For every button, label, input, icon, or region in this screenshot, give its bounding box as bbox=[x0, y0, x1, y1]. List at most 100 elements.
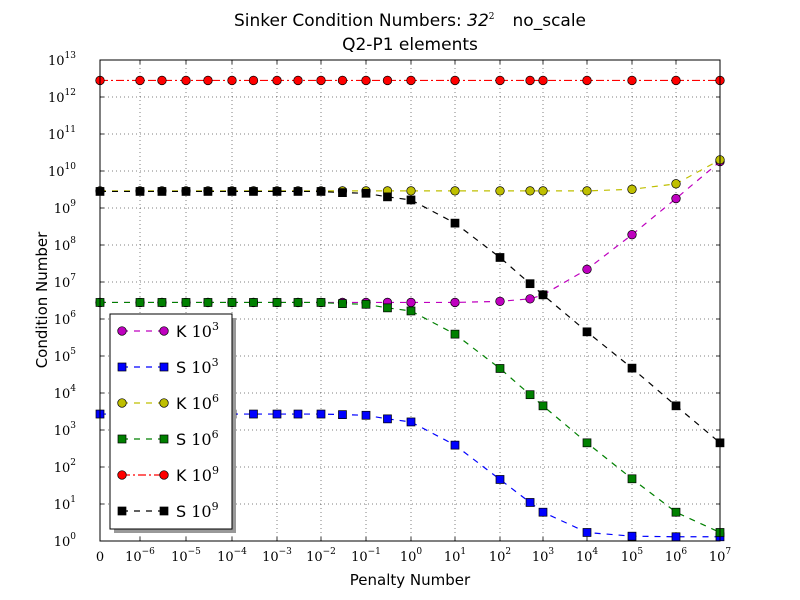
data-point bbox=[316, 187, 326, 196]
data-point bbox=[627, 363, 637, 373]
data-point bbox=[361, 188, 371, 198]
data-point bbox=[538, 290, 548, 300]
data-point bbox=[525, 186, 535, 196]
data-point bbox=[450, 75, 460, 86]
data-point bbox=[293, 409, 303, 419]
data-point bbox=[406, 297, 416, 308]
data-point bbox=[671, 193, 681, 204]
data-point bbox=[495, 364, 505, 373]
data-point bbox=[525, 75, 535, 86]
data-point bbox=[249, 187, 258, 196]
data-point bbox=[450, 440, 460, 450]
data-point bbox=[671, 507, 681, 517]
data-point bbox=[248, 75, 259, 86]
data-point bbox=[272, 75, 282, 86]
chart-title: Sinker Condition Numbers: 322 no_scale bbox=[234, 11, 586, 31]
x-tick-label: 107 bbox=[709, 547, 732, 565]
data-point bbox=[627, 230, 637, 240]
x-tick-label: 103 bbox=[532, 547, 555, 565]
data-point bbox=[227, 75, 237, 86]
data-point bbox=[383, 303, 392, 313]
data-point bbox=[157, 298, 167, 307]
data-point bbox=[293, 187, 303, 196]
data-point bbox=[671, 75, 681, 86]
data-point bbox=[450, 329, 460, 339]
data-point bbox=[582, 327, 592, 337]
data-point bbox=[293, 298, 303, 307]
data-point bbox=[495, 253, 505, 262]
data-point bbox=[495, 475, 505, 484]
data-point bbox=[361, 299, 371, 309]
data-point bbox=[525, 498, 535, 507]
data-point bbox=[406, 195, 416, 205]
legend-marker bbox=[159, 326, 169, 336]
legend-marker bbox=[159, 362, 169, 372]
series-line-3 bbox=[100, 301, 721, 534]
x-tick-label: 10−6 bbox=[125, 547, 155, 565]
data-point bbox=[627, 184, 637, 194]
y-tick-label: 107 bbox=[54, 273, 77, 291]
y-tick-label: 1011 bbox=[48, 125, 76, 143]
chart-subtitle: Q2-P1 elements bbox=[342, 35, 478, 55]
data-point bbox=[495, 296, 505, 306]
data-point bbox=[361, 75, 371, 86]
y-tick-label: 1010 bbox=[48, 162, 76, 180]
data-point bbox=[181, 298, 191, 307]
data-point bbox=[361, 410, 371, 420]
data-point bbox=[525, 390, 535, 400]
x-tick-label: 106 bbox=[665, 547, 688, 565]
data-point bbox=[382, 75, 393, 86]
x-tick-label: 102 bbox=[489, 547, 511, 565]
data-point bbox=[495, 186, 505, 196]
data-point bbox=[525, 294, 535, 304]
data-point bbox=[316, 75, 326, 86]
legend-label: K 103 bbox=[176, 320, 219, 341]
legend-label: S 106 bbox=[176, 428, 219, 449]
series-line-5 bbox=[100, 190, 721, 444]
data-point bbox=[582, 75, 592, 86]
data-point bbox=[203, 187, 213, 196]
legend-marker bbox=[117, 470, 127, 480]
data-point bbox=[157, 75, 167, 86]
legend-label: K 109 bbox=[176, 464, 219, 485]
legend-marker bbox=[117, 506, 127, 516]
data-point bbox=[316, 409, 326, 419]
y-tick-label: 103 bbox=[54, 421, 77, 439]
x-tick-label: 10−2 bbox=[306, 547, 336, 565]
data-point bbox=[135, 75, 145, 86]
data-point bbox=[538, 75, 548, 86]
data-point bbox=[203, 75, 213, 86]
data-point bbox=[406, 417, 416, 427]
y-axis-label: Condition Number bbox=[33, 231, 51, 368]
data-point bbox=[627, 75, 637, 86]
y-tick-label: 104 bbox=[54, 384, 77, 402]
data-point bbox=[272, 187, 282, 196]
data-point bbox=[450, 186, 460, 196]
legend-label: S 103 bbox=[176, 356, 219, 377]
data-point bbox=[272, 298, 282, 307]
data-point bbox=[406, 306, 416, 316]
legend bbox=[109, 313, 233, 530]
y-tick-label: 109 bbox=[54, 199, 77, 217]
legend-marker bbox=[159, 398, 169, 408]
data-point bbox=[538, 401, 548, 411]
legend-label: S 109 bbox=[176, 500, 219, 521]
data-point bbox=[181, 75, 191, 86]
data-point bbox=[338, 188, 347, 197]
x-tick-label: 10−3 bbox=[262, 547, 292, 565]
data-point bbox=[203, 298, 213, 307]
legend-label: K 106 bbox=[176, 392, 219, 413]
legend-marker bbox=[159, 506, 169, 516]
data-point bbox=[450, 297, 460, 308]
data-point bbox=[272, 409, 282, 419]
data-point bbox=[495, 75, 505, 86]
data-point bbox=[525, 279, 535, 289]
data-point bbox=[227, 298, 237, 307]
x-tick-label: 105 bbox=[621, 547, 644, 565]
x-tick-label: 10−4 bbox=[217, 547, 247, 565]
y-tick-label: 101 bbox=[54, 495, 76, 513]
x-tick-label: 0 bbox=[96, 550, 104, 565]
data-point bbox=[227, 187, 237, 196]
data-point bbox=[338, 410, 347, 419]
x-tick-label: 10−1 bbox=[351, 547, 381, 565]
